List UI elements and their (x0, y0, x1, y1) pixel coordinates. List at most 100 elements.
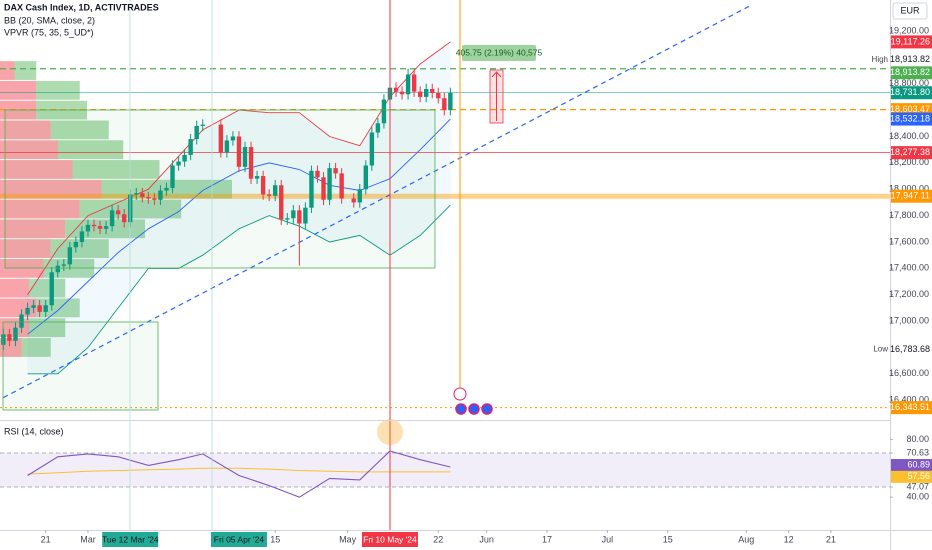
x-tick-label: 17 (542, 534, 552, 544)
price-tag (891, 189, 932, 203)
rsi-tag-label: 60.89 (907, 459, 930, 469)
rsi-tick-label: 70.63 (906, 447, 929, 457)
price-tag-label: 19,117.26 (891, 36, 930, 46)
date-tag (102, 532, 159, 547)
candle-body (37, 305, 42, 312)
candle-body (381, 99, 387, 124)
candle-body (49, 272, 54, 306)
vp-up (50, 120, 109, 140)
vp-down (0, 61, 15, 80)
vp-down (0, 278, 29, 298)
candle-body (236, 136, 242, 167)
vp-up (29, 278, 66, 298)
candle-body (375, 123, 381, 133)
candle-body (369, 132, 375, 166)
event-icon[interactable] (453, 387, 467, 401)
event-dot[interactable] (481, 403, 493, 415)
candle-body (13, 327, 18, 341)
candle-body (430, 89, 435, 93)
x-tick-label: Aug (738, 534, 754, 544)
date-tag-label: Tue 12 Mar '24 (102, 534, 159, 544)
candle-body (164, 187, 169, 191)
candle-body (176, 161, 181, 166)
candle-body (424, 89, 429, 97)
candle-body (146, 197, 151, 199)
price-tag (891, 146, 932, 160)
plot (0, 4, 890, 498)
price-tag (891, 401, 932, 415)
chart-title: DAX Cash Index, 1D, ACTIVTRADES (4, 2, 159, 12)
candle-body (200, 124, 205, 126)
candle-body (273, 185, 278, 196)
currency-box[interactable] (892, 2, 928, 20)
candle-body (285, 218, 290, 220)
arrow (491, 71, 502, 121)
x-tick-label: 22 (433, 534, 443, 544)
y-tick-label: 17,600.00 (889, 236, 929, 246)
candle-body (417, 91, 423, 97)
candle-body (321, 177, 326, 200)
x-tick-label: Mar (80, 534, 96, 544)
vp-up (14, 61, 37, 80)
y-tick-label: 18,400.00 (889, 131, 929, 141)
candle-body (315, 170, 320, 178)
price-tag (891, 66, 932, 80)
candle-body (266, 194, 272, 196)
measure-label: 405.75 (2.19%) 40,575 (456, 47, 543, 57)
candle-body (25, 307, 30, 315)
price-tag (891, 112, 932, 126)
y-tick-label: 18,200.00 (889, 157, 929, 167)
vp-up (72, 160, 160, 179)
price-tag (891, 35, 932, 49)
candle-body (115, 210, 121, 215)
y-tick-label: 17,200.00 (889, 289, 929, 299)
vp-down (0, 120, 51, 140)
y-tick-label: 16,400.00 (889, 395, 929, 405)
candle-body (279, 185, 284, 220)
price-tag-label: 16,343.51 (890, 402, 930, 412)
y-tick-label: 19,200.00 (889, 25, 929, 35)
y-tick-label: 17,800.00 (889, 210, 929, 220)
price-tag (891, 53, 932, 67)
vp-down (0, 140, 58, 160)
candle-body (363, 165, 368, 190)
rsi-tick-label: 40.00 (906, 492, 929, 502)
price-tag (891, 86, 932, 100)
candle-body (182, 154, 187, 162)
vp-up (58, 140, 124, 160)
candle-body (309, 170, 314, 208)
candle-body (7, 334, 12, 341)
high-tag: High (872, 55, 888, 64)
trendline (3, 4, 753, 399)
candle-body (297, 210, 302, 224)
candle-body (103, 226, 109, 229)
candle-body (260, 176, 266, 195)
vp-up (21, 338, 51, 357)
x-tick-label: 21 (826, 534, 836, 544)
rsi-tag (891, 470, 932, 483)
candle-body (327, 168, 332, 200)
vp-down (0, 179, 102, 199)
range-box (2, 321, 159, 411)
candle-body (140, 193, 145, 198)
date-tag (361, 532, 418, 547)
candle-body (122, 214, 127, 223)
candle-body (399, 91, 405, 95)
y-tick-label: 18,000.00 (889, 184, 929, 194)
rsi-tag (891, 459, 932, 472)
vp-up (36, 298, 80, 318)
rsi-title: RSI (14, close) (4, 426, 64, 436)
x-tick-label: May (339, 534, 357, 544)
y-tick-label: 17,400.00 (889, 263, 929, 273)
candle-body (43, 305, 48, 312)
event-dot[interactable] (455, 403, 467, 415)
candle-body (218, 124, 224, 153)
candle-body (333, 168, 338, 174)
rsi-tick-label: 47.07 (906, 481, 929, 491)
candle-body (248, 147, 254, 179)
event-dot[interactable] (468, 403, 480, 415)
price-tag-label: 17,947.11 (891, 191, 930, 201)
candle-body (188, 139, 193, 155)
